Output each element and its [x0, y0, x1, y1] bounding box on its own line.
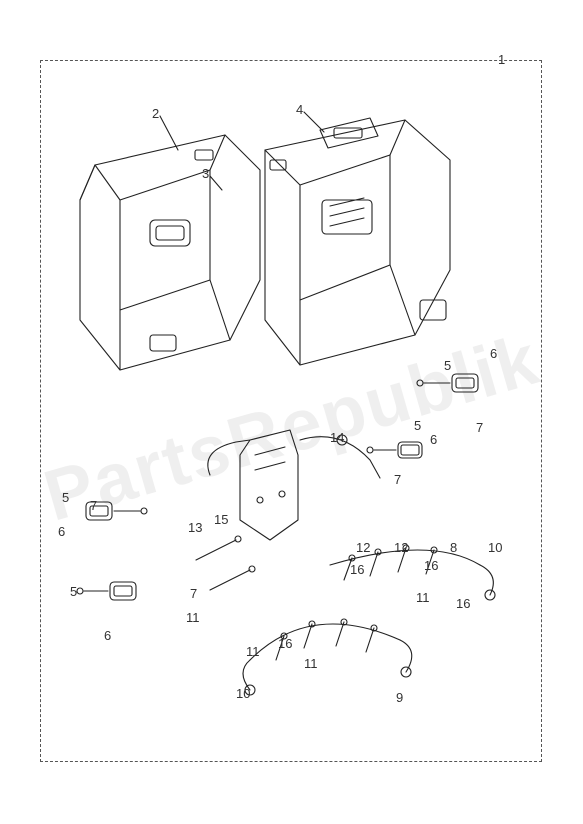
callout-12a: 12	[356, 540, 370, 555]
callout-6c: 6	[58, 524, 65, 539]
callout-13: 13	[188, 520, 202, 535]
callout-16c: 16	[456, 596, 470, 611]
callout-8: 8	[450, 540, 457, 555]
callout-12b: 12	[394, 540, 408, 555]
callout-7c: 7	[90, 498, 97, 513]
callout-4: 4	[296, 102, 303, 117]
callout-2: 2	[152, 106, 159, 121]
diagram-svg	[0, 0, 583, 824]
callout-6d: 6	[104, 628, 111, 643]
callout-1: 1	[498, 52, 505, 67]
callout-11a: 11	[186, 610, 200, 625]
callout-11d: 11	[304, 656, 318, 671]
callout-5d: 5	[70, 584, 77, 599]
callout-7b: 7	[394, 472, 401, 487]
callout-10a: 10	[488, 540, 502, 555]
callout-7a: 7	[476, 420, 483, 435]
callout-11c: 11	[246, 644, 260, 659]
callout-6a: 6	[490, 346, 497, 361]
callout-14: 14	[330, 430, 344, 445]
callout-16a: 16	[350, 562, 364, 577]
callout-5c: 5	[62, 490, 69, 505]
callout-6b: 6	[430, 432, 437, 447]
callout-5b: 5	[414, 418, 421, 433]
callout-10b: 10	[236, 686, 250, 701]
callout-3: 3	[202, 166, 209, 181]
callout-16d: 16	[278, 636, 292, 651]
callout-16b: 16	[424, 558, 438, 573]
callout-7d: 7	[190, 586, 197, 601]
diagram-page: PartsRepublik	[0, 0, 583, 824]
callout-15: 15	[214, 512, 228, 527]
callout-11b: 11	[416, 590, 430, 605]
callout-5a: 5	[444, 358, 451, 373]
callout-9: 9	[396, 690, 403, 705]
